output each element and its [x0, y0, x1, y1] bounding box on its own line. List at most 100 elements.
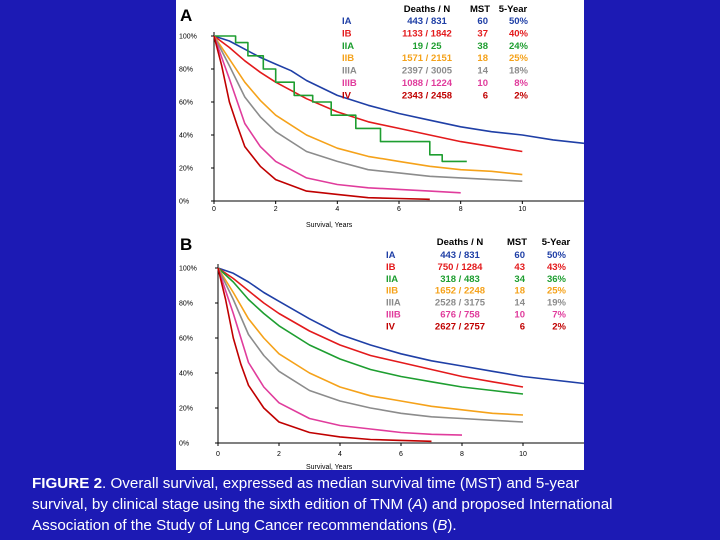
panel-a-legend-iv-5yr: 2%: [514, 90, 528, 101]
panel-a-y-tick-label: 60%: [179, 100, 193, 107]
panel-a-x-axis-title: Survival, Years: [306, 222, 353, 229]
panel-a-x-tick-label: 2: [274, 206, 278, 213]
panel-a-legend-ia-stage: IA: [342, 16, 352, 27]
panel-a-legend-ia-5yr: 50%: [509, 16, 529, 27]
panel-b-legend-iib-mst: 18: [514, 286, 525, 297]
caption-line3-b: B: [437, 517, 448, 534]
panel-a-legend-iib-deaths: 1571 / 2151: [402, 53, 453, 64]
caption-line2-c: ) and proposed International: [422, 496, 613, 513]
panel-b-legend-iia-mst: 34: [514, 274, 525, 285]
panel-a-series-iia-line: [214, 35, 467, 163]
panel-b-series-iiia-line: [217, 267, 524, 423]
panel-a-series-iv-line: [213, 35, 430, 201]
panel-a-legend-iib-mst: 18: [477, 53, 488, 64]
panel-b-legend-iib-5yr: 25%: [547, 286, 567, 297]
panel-a-legend-iv-mst: 6: [483, 90, 488, 101]
panel-b-legend-iia-deaths: 318 / 483: [440, 274, 480, 285]
panel-a-legend-iiia-stage: IIIA: [342, 66, 357, 77]
panel-a-y-tick-label: 20%: [179, 166, 193, 173]
panel-a-legend-header-deaths: Deaths / N: [404, 4, 451, 15]
panel-a-legend-iiia-deaths: 2397 / 3005: [402, 66, 453, 77]
caption-line3-a: Association of the Study of Lung Cancer …: [32, 517, 438, 534]
panel-a-legend-iia-mst: 38: [477, 41, 488, 52]
panel-b-y-tick-label: 100%: [179, 266, 197, 273]
panel-a-legend-ia-deaths: 443 / 831: [407, 16, 447, 27]
panel-a-x-tick-label: 4: [335, 206, 339, 213]
caption-line2-b: A: [412, 496, 423, 513]
panel-b-legend-ia-5yr: 50%: [547, 250, 567, 261]
panel-b-legend-iia-5yr: 36%: [547, 274, 567, 285]
panel-b-legend-iiib-5yr: 7%: [552, 310, 566, 321]
panel-b-x-axis-title: Survival, Years: [306, 464, 353, 470]
panel-b-legend-iv-stage: IV: [386, 321, 396, 332]
panel-b-x-tick-label: 6: [399, 451, 403, 458]
panel-a-y-tick-label: 0%: [179, 199, 189, 206]
panel-a-legend-iv-stage: IV: [342, 90, 352, 101]
panel-b-legend-ib-mst: 43: [514, 262, 525, 273]
panel-b-series-iib-line: [217, 267, 524, 416]
panel-b-legend-iv-mst: 6: [520, 321, 525, 332]
panel-b-legend-iv-5yr: 2%: [552, 321, 566, 332]
panel-b-series-iia-line: [217, 267, 524, 395]
caption-line3-c: ).: [447, 517, 457, 534]
panel-b-y-tick-label: 20%: [179, 406, 193, 413]
panel-a-legend-iib-stage: IIB: [342, 53, 354, 64]
panel-b-legend-iia-stage: IIA: [386, 274, 398, 285]
panel-a-series-iib-line: [213, 35, 523, 176]
panel-b-legend-ib-stage: IB: [386, 262, 396, 273]
caption-line2-a: survival, by clinical stage using the si…: [32, 496, 413, 513]
panel-a-legend-header-mst: MST: [470, 4, 490, 15]
panel-b-x-tick-label: 8: [460, 451, 464, 458]
panel-a-legend-iiib-deaths: 1088 / 1224: [402, 78, 453, 89]
panel-b-legend-ib-5yr: 43%: [547, 262, 567, 273]
panel-b-x-tick-label: 0: [216, 451, 220, 458]
panel-b-legend-iv-deaths: 2627 / 2757: [435, 321, 485, 332]
caption-line1: . Overall survival, expressed as median …: [102, 475, 579, 492]
panel-a-legend-iv-deaths: 2343 / 2458: [402, 90, 452, 101]
panel-b-x-tick-label: 10: [519, 451, 527, 458]
panel-a-legend-iiia-mst: 14: [477, 66, 488, 77]
panel-a-legend-ib-mst: 37: [477, 28, 488, 39]
panel-a-letter: A: [180, 6, 192, 25]
panel-b-legend-iiib-stage: IIIB: [386, 310, 401, 321]
panel-a-y-tick-label: 40%: [179, 133, 193, 140]
panel-b-y-tick-label: 40%: [179, 371, 193, 378]
panel-b-x-tick-label: 2: [277, 451, 281, 458]
panel-a-series-iiib-line: [213, 35, 461, 194]
panel-a-y-tick-label: 80%: [179, 67, 193, 74]
panel-b-legend-header-deaths: Deaths / N: [437, 237, 484, 248]
panel-b-legend-iib-stage: IIB: [386, 286, 398, 297]
panel-a-legend-iib-5yr: 25%: [509, 53, 529, 64]
panel-b-series-ia-line: [217, 267, 584, 385]
panel-b-legend-header-5yr: 5-Year: [542, 237, 571, 248]
panel-b-legend-iiib-deaths: 676 / 758: [440, 310, 480, 321]
chart-panel-a: A 0% 20% 40% 60% 80% 100% 0 2 4 6 8 10 Survival, Year…: [179, 4, 584, 229]
panel-b-y-tick-label: 60%: [179, 336, 193, 343]
panel-a-series-ia-line: [213, 35, 584, 145]
panel-b-legend-ia-mst: 60: [514, 250, 525, 261]
panel-b-legend-ia-deaths: 443 / 831: [440, 250, 480, 261]
panel-a-x-tick-label: 8: [459, 206, 463, 213]
panel-b-legend-iib-deaths: 1652 / 2248: [435, 286, 485, 297]
panel-b-series-ib-line: [217, 267, 524, 388]
chart-panel-b: B 0% 20% 40% 60% 80% 100% 0 2 4 6 8 10 Survival, Year…: [179, 235, 584, 470]
panel-a-y-tick-label: 100%: [179, 34, 197, 41]
caption-label: FIGURE 2: [32, 475, 103, 492]
panel-b-legend-header-mst: MST: [507, 237, 527, 248]
figure-panel: A 0% 20% 40% 60% 80% 100% 0 2 4 6 8 10 Survival, Year…: [176, 0, 584, 470]
figure-caption: FIGURE 2. Overall survival, expressed as…: [32, 473, 720, 536]
panel-b-series-iv-line: [217, 267, 432, 443]
panel-b-legend-iiib-mst: 10: [514, 310, 525, 321]
panel-a-series-iiia-line: [213, 35, 523, 182]
panel-b-legend-ib-deaths: 750 / 1284: [438, 262, 484, 273]
panel-b-letter: B: [180, 235, 192, 254]
panel-a-x-tick-label: 10: [518, 206, 526, 213]
panel-b-y-tick-label: 0%: [179, 441, 189, 448]
panel-b-legend-iiia-deaths: 2528 / 3175: [435, 298, 486, 309]
panel-a-legend-iia-deaths: 19 / 25: [412, 41, 442, 52]
panel-a-legend-ia-mst: 60: [477, 16, 488, 27]
panel-a-legend-header-5yr: 5-Year: [499, 4, 528, 15]
panel-a-legend-ib-stage: IB: [342, 28, 352, 39]
panel-a-legend-iiib-mst: 10: [477, 78, 488, 89]
panel-a-series-ib-line: [213, 35, 523, 153]
